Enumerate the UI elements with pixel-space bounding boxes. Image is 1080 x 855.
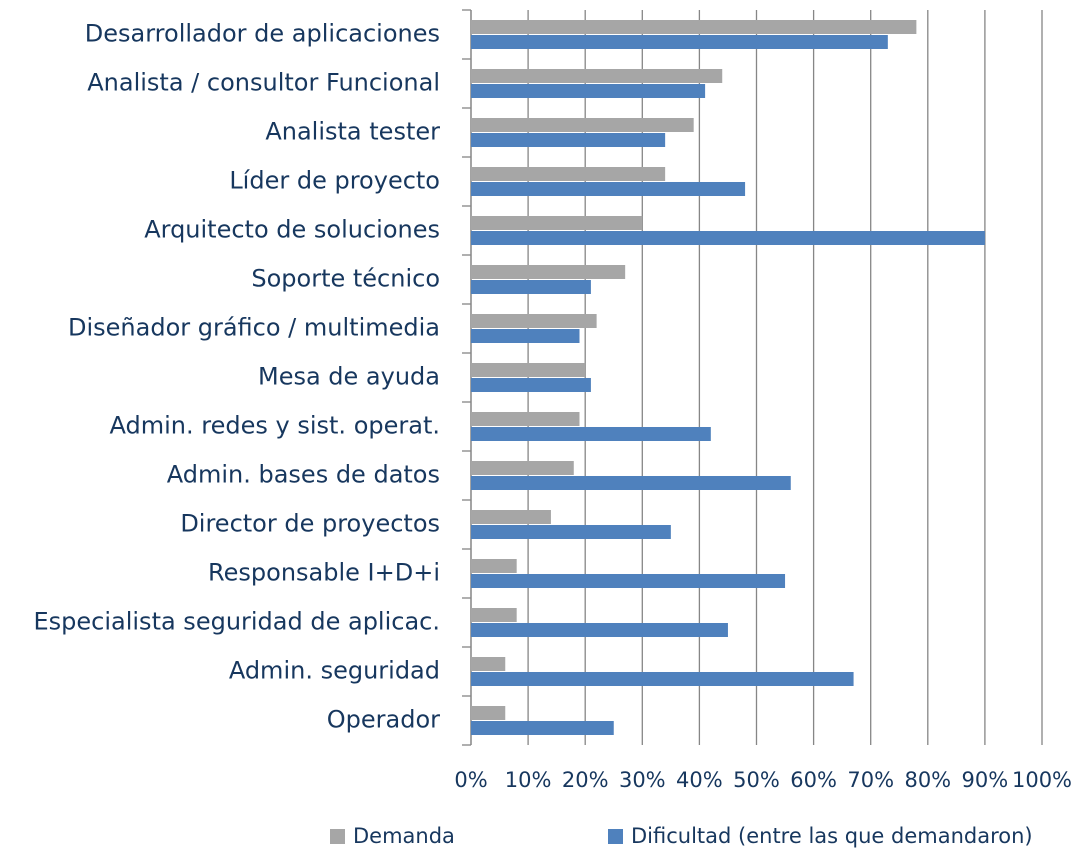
bar xyxy=(471,378,591,392)
x-tick-label: 70% xyxy=(847,768,894,792)
bar xyxy=(471,672,854,686)
bar xyxy=(471,721,614,735)
category-label: Mesa de ayuda xyxy=(258,363,440,391)
bar xyxy=(471,35,888,49)
category-label: Líder de proyecto xyxy=(229,167,440,195)
legend-swatch xyxy=(608,829,623,844)
x-tick-label: 50% xyxy=(733,768,780,792)
x-tick-label: 10% xyxy=(505,768,552,792)
x-tick-label: 0% xyxy=(454,768,487,792)
bar xyxy=(471,216,643,230)
category-label: Analista tester xyxy=(265,118,440,146)
category-label: Desarrollador de aplicaciones xyxy=(85,20,440,48)
bar xyxy=(471,559,517,573)
category-label: Director de proyectos xyxy=(180,510,440,538)
bar xyxy=(471,231,985,245)
bar xyxy=(471,363,586,377)
bar xyxy=(471,461,574,475)
bar xyxy=(471,623,728,637)
legend-swatch xyxy=(330,829,345,844)
bar xyxy=(471,706,506,720)
bar xyxy=(471,280,591,294)
category-label: Soporte técnico xyxy=(251,265,440,293)
bar xyxy=(471,20,917,34)
legend-label: Dificultad (entre las que demandaron) xyxy=(631,824,1033,848)
bar xyxy=(471,84,706,98)
x-tick-label: 20% xyxy=(562,768,609,792)
category-label: Admin. redes y sist. operat. xyxy=(110,412,440,440)
bar xyxy=(471,574,786,588)
x-tick-label: 80% xyxy=(904,768,951,792)
bar xyxy=(471,525,671,539)
bar xyxy=(471,133,666,147)
legend-label: Demanda xyxy=(353,824,455,848)
bar xyxy=(471,412,580,426)
x-tick-label: 30% xyxy=(619,768,666,792)
bar xyxy=(471,314,597,328)
x-tick-label: 40% xyxy=(676,768,723,792)
bar xyxy=(471,182,746,196)
bar xyxy=(471,69,723,83)
x-tick-label: 90% xyxy=(962,768,1009,792)
category-label: Analista / consultor Funcional xyxy=(87,69,440,97)
bar xyxy=(471,329,580,343)
bar xyxy=(471,265,626,279)
category-label: Admin. bases de datos xyxy=(167,461,440,489)
category-label: Arquitecto de soluciones xyxy=(144,216,440,244)
bar xyxy=(471,118,694,132)
bar xyxy=(471,167,666,181)
x-tick-label: 100% xyxy=(1012,768,1072,792)
x-tick-label: 60% xyxy=(790,768,837,792)
bar xyxy=(471,427,711,441)
bar xyxy=(471,608,517,622)
bar xyxy=(471,657,506,671)
category-label: Admin. seguridad xyxy=(229,657,440,685)
category-label: Responsable I+D+i xyxy=(208,559,440,587)
bar xyxy=(471,476,791,490)
category-label: Diseñador gráfico / multimedia xyxy=(68,314,440,342)
category-label: Operador xyxy=(327,706,440,734)
bar xyxy=(471,510,551,524)
category-label: Especialista seguridad de aplicac. xyxy=(33,608,440,636)
